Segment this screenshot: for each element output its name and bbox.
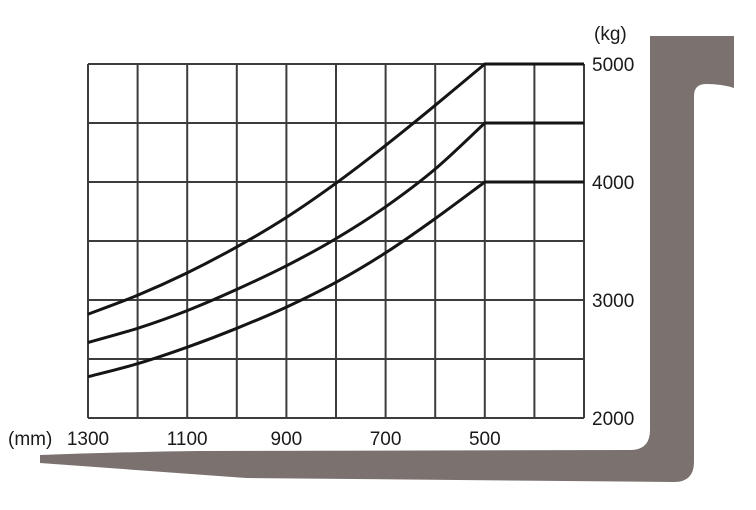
plot-grid	[87, 63, 585, 419]
y-tick-label: 2000	[592, 409, 634, 430]
y-axis-label: (kg)	[594, 24, 627, 45]
series-line-3	[87, 180, 584, 379]
series-line-1	[87, 62, 584, 316]
x-tick-label: 1100	[167, 429, 208, 450]
series-line-2	[87, 121, 584, 344]
x-axis-label: (mm)	[8, 429, 52, 450]
y-tick-label: 4000	[592, 173, 634, 194]
x-tick-label: 500	[469, 429, 501, 450]
axis-ticks: 1300 1100 900 700 500 2000 3000 4000 5000	[67, 55, 634, 450]
plot-series	[87, 62, 584, 379]
x-tick-label: 1300	[67, 429, 109, 450]
y-tick-label: 3000	[592, 291, 634, 312]
x-tick-label: 700	[370, 429, 402, 450]
fork-silhouette	[40, 36, 734, 482]
x-tick-label: 900	[271, 429, 303, 450]
y-tick-label: 5000	[592, 55, 634, 76]
